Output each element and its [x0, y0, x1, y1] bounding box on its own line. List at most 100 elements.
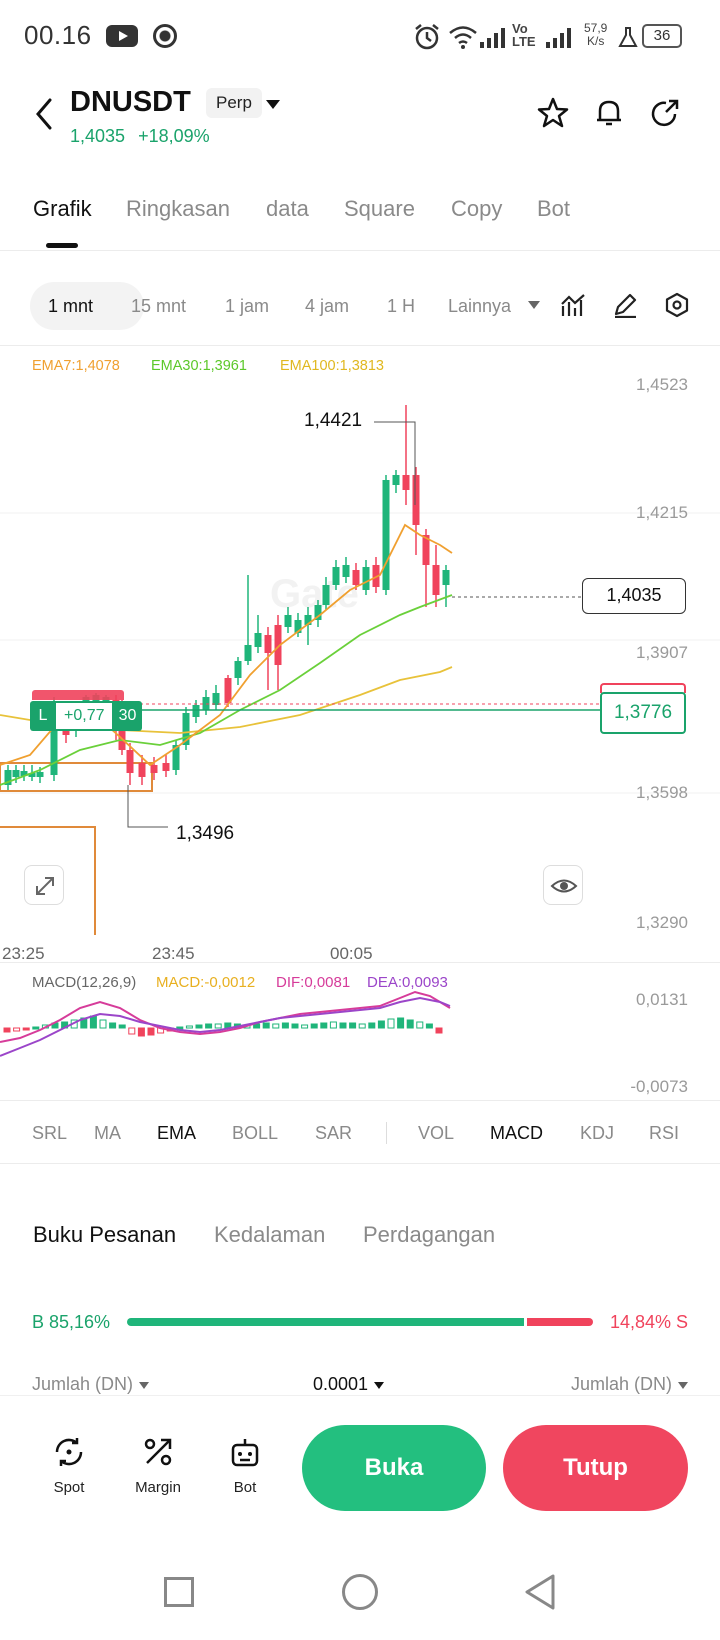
back-icon[interactable] [30, 96, 58, 132]
macd-bar [406, 1019, 414, 1029]
buy-ratio-bar [127, 1318, 524, 1326]
timeframe-1m[interactable]: 1 mnt [48, 296, 94, 316]
chevron-down-icon [139, 1381, 150, 1389]
last-price: 1,4035 [70, 126, 126, 146]
alarm-icon [415, 24, 439, 50]
candle-body [294, 620, 302, 633]
indicator-icon[interactable] [560, 292, 586, 318]
macd-bar [435, 1027, 443, 1034]
candle-body [432, 565, 440, 595]
ema30-legend: EMA30:1,3961 [151, 358, 247, 374]
entry-price-tag[interactable]: 1,3776 [600, 692, 686, 734]
toggle-visibility-button[interactable] [543, 865, 583, 905]
indicator-ema[interactable]: EMA [157, 1123, 197, 1143]
y-axis-tick: 1,3907 [636, 643, 688, 662]
timeframe-1h[interactable]: 1 jam [225, 296, 270, 316]
settings-hex-icon[interactable] [664, 292, 690, 318]
last-price-tag: 1,4035 [582, 578, 686, 614]
contract-type-badge[interactable]: Perp [206, 88, 262, 118]
expand-icon [36, 877, 54, 895]
indicator-separator [386, 1122, 387, 1144]
amount-column-header-right[interactable]: Jumlah (DN) [571, 1374, 688, 1395]
timeframe-1d[interactable]: 1 H [387, 296, 416, 316]
drawing-line [0, 826, 96, 935]
tab-ringkasan[interactable]: Ringkasan [126, 196, 230, 221]
open-position-button[interactable]: Buka [302, 1425, 486, 1511]
candle-body [28, 773, 36, 777]
margin-label: Margin [135, 1479, 181, 1496]
y-axis-tick: 1,3598 [636, 783, 688, 802]
tab-trades[interactable]: Perdagangan [363, 1222, 496, 1247]
bell-icon[interactable] [592, 96, 626, 130]
chevron-down-icon[interactable] [528, 301, 540, 309]
net-speed-value: 57,9 [584, 21, 608, 35]
recent-apps-button[interactable] [164, 1577, 194, 1607]
candle-body [20, 771, 28, 776]
timeframe-4h[interactable]: 4 jam [305, 296, 350, 316]
amount-unit-label: Jumlah (DN) [32, 1374, 134, 1394]
indicator-rsi[interactable]: RSI [649, 1123, 680, 1143]
share-icon[interactable] [648, 96, 682, 130]
tab-copy[interactable]: Copy [451, 196, 503, 221]
margin-button[interactable]: Margin [123, 1435, 193, 1496]
draw-icon[interactable] [612, 292, 638, 318]
home-button[interactable] [342, 1574, 378, 1610]
indicator-kdj[interactable]: KDJ [580, 1123, 615, 1143]
indicator-macd[interactable]: MACD [490, 1123, 543, 1143]
precision-value: 0.0001 [313, 1374, 369, 1394]
star-icon[interactable] [536, 96, 570, 130]
wifi-icon [449, 26, 477, 49]
macd-bar [349, 1022, 357, 1029]
x-axis-tick: 23:25 [2, 944, 45, 963]
expand-chart-button[interactable] [24, 865, 64, 905]
back-nav-button[interactable] [523, 1573, 557, 1611]
amount-column-header-left[interactable]: Jumlah (DN) [32, 1374, 150, 1395]
tab-order-book[interactable]: Buku Pesanan [33, 1222, 177, 1247]
spot-icon [55, 1438, 83, 1466]
bot-button[interactable]: Bot [210, 1435, 280, 1496]
candle-body [172, 745, 180, 770]
indicator-sar[interactable]: SAR [315, 1123, 353, 1143]
indicator-boll[interactable]: BOLL [232, 1123, 279, 1143]
macd-bar [13, 1027, 21, 1032]
timeframe-15m[interactable]: 15 mnt [131, 296, 187, 316]
spot-button[interactable]: Spot [34, 1435, 104, 1496]
candle-body [304, 615, 312, 625]
drawing-rect [0, 762, 153, 792]
high-price-label: 1,4421 [304, 410, 363, 431]
candle-body [362, 567, 370, 590]
dif-value: DIF:0,0081 [276, 974, 351, 991]
precision-selector[interactable]: 0.0001 [313, 1374, 385, 1395]
tab-bot[interactable]: Bot [537, 196, 571, 221]
candle-body [392, 475, 400, 485]
candles-group [4, 405, 450, 790]
candle-body [12, 770, 20, 777]
macd-bar [214, 1023, 222, 1029]
timeframe-more[interactable]: Lainnya [448, 296, 512, 316]
chevron-down-icon[interactable] [266, 100, 280, 109]
soccer-ball-icon [153, 24, 177, 48]
candle-body [422, 535, 430, 565]
macd-bar [128, 1027, 136, 1035]
tab-data[interactable]: data [266, 196, 309, 221]
tab-grafik[interactable]: Grafik [33, 196, 92, 221]
tab-square[interactable]: Square [344, 196, 415, 221]
macd-params: MACD(12,26,9) [32, 974, 137, 991]
indicator-ma[interactable]: MA [94, 1123, 121, 1143]
pair-symbol[interactable]: DNUSDT [70, 86, 191, 118]
sell-ratio: 14,84% S [609, 1312, 688, 1332]
indicator-vol[interactable]: VOL [418, 1123, 455, 1143]
close-position-button[interactable]: Tutup [503, 1425, 688, 1511]
macd-bar [99, 1019, 107, 1029]
status-bar: 00.16 Vo LTE 57,9 K/s 36 [0, 0, 720, 74]
flask-icon [618, 27, 638, 47]
candle-body [412, 475, 420, 525]
candle-body [322, 585, 330, 605]
indicator-srl[interactable]: SRL [32, 1123, 68, 1143]
position-label[interactable]: L +0,77 30 [30, 701, 143, 731]
candle-body [382, 480, 390, 590]
active-timeframe-pill [30, 282, 144, 330]
macd-chart[interactable] [0, 990, 720, 1090]
tab-depth[interactable]: Kedalaman [214, 1222, 326, 1247]
candlestick-chart[interactable]: Gate [0, 345, 720, 955]
